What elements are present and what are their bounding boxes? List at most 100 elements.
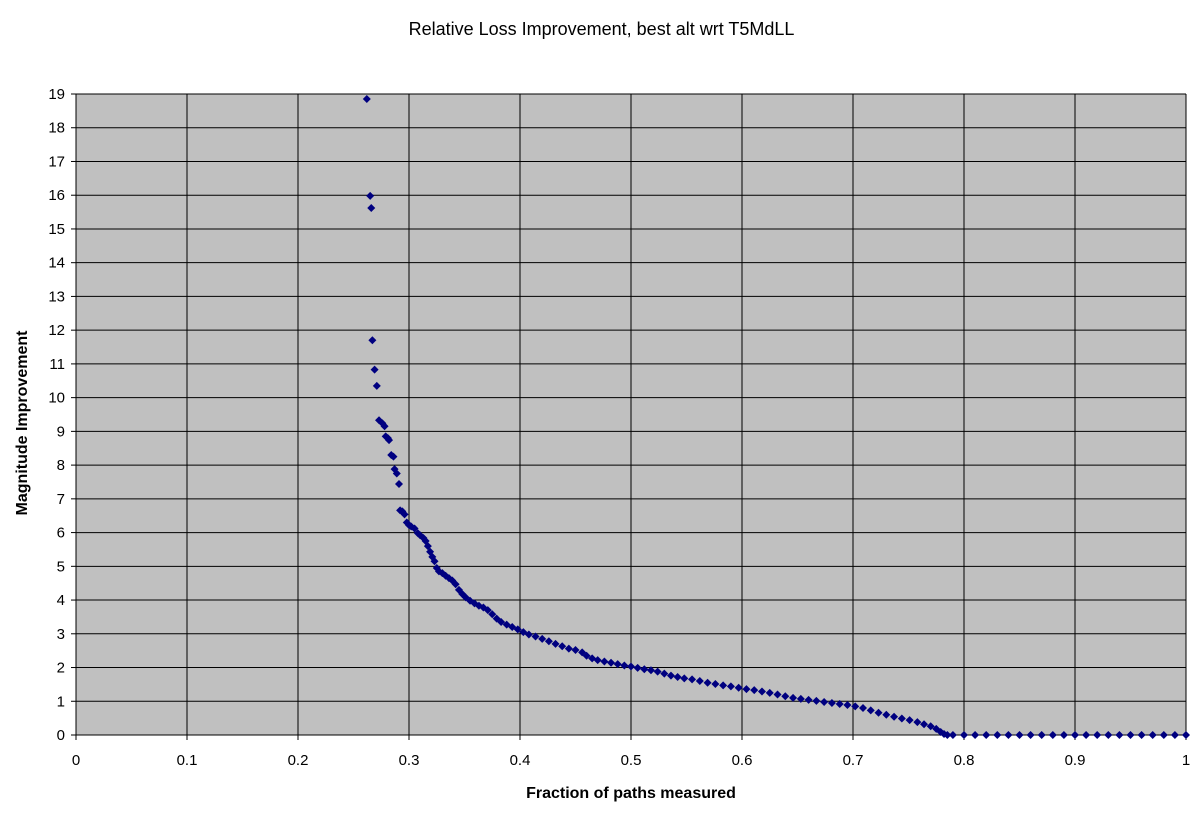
data-point xyxy=(410,524,419,533)
data-point xyxy=(613,660,622,669)
data-point xyxy=(993,731,1002,739)
y-tick-label: 7 xyxy=(57,491,65,508)
data-point xyxy=(666,671,675,680)
data-point xyxy=(1170,731,1179,739)
data-point xyxy=(600,657,609,666)
data-point xyxy=(948,731,957,739)
data-point xyxy=(943,731,952,739)
data-point xyxy=(905,716,914,725)
data-point xyxy=(627,662,635,671)
data-point xyxy=(1059,731,1068,739)
data-point xyxy=(757,687,766,696)
data-point xyxy=(524,630,533,639)
data-point xyxy=(820,697,829,706)
data-point xyxy=(367,204,376,213)
y-tick-label: 16 xyxy=(48,187,65,204)
data-point xyxy=(1015,731,1024,739)
data-point xyxy=(1159,731,1168,739)
data-point xyxy=(858,704,867,713)
y-tick-label: 10 xyxy=(48,390,65,407)
data-point xyxy=(497,617,506,626)
data-point xyxy=(1182,731,1190,739)
data-point xyxy=(620,661,629,670)
data-point xyxy=(688,675,697,684)
data-point xyxy=(372,381,381,390)
data-point xyxy=(890,712,899,721)
data-point xyxy=(1093,731,1102,739)
data-point xyxy=(913,718,922,727)
data-point xyxy=(362,95,371,104)
data-point xyxy=(1071,731,1079,739)
data-point xyxy=(843,700,852,709)
data-point xyxy=(796,694,805,703)
data-point xyxy=(571,645,580,654)
chart-title: Relative Loss Improvement, best alt wrt … xyxy=(408,19,795,39)
data-point xyxy=(926,722,935,731)
y-tick-label: 4 xyxy=(57,592,65,609)
data-point xyxy=(971,731,980,739)
data-point xyxy=(982,731,991,739)
x-tick-label: 0.8 xyxy=(954,752,975,769)
data-point xyxy=(680,674,689,683)
x-tick-label: 0.5 xyxy=(621,752,642,769)
data-point xyxy=(368,336,377,345)
data-point xyxy=(1048,731,1057,739)
data-point xyxy=(789,693,798,702)
data-point xyxy=(531,632,540,641)
data-point xyxy=(370,365,379,374)
y-tick-label: 12 xyxy=(48,322,65,339)
data-point xyxy=(960,731,968,739)
y-tick-label: 13 xyxy=(48,288,65,305)
data-point xyxy=(711,680,720,689)
y-tick-label: 14 xyxy=(48,255,65,272)
data-point xyxy=(827,698,836,707)
data-point xyxy=(593,656,602,665)
y-tick-label: 6 xyxy=(57,525,65,542)
x-tick-label: 0.3 xyxy=(399,752,420,769)
data-point xyxy=(1126,731,1135,739)
data-point xyxy=(726,682,735,691)
data-point xyxy=(385,436,394,445)
data-point xyxy=(366,191,375,200)
x-tick-label: 0.4 xyxy=(510,752,531,769)
data-point xyxy=(673,672,682,681)
x-tick-label: 0.2 xyxy=(288,752,309,769)
y-tick-label: 11 xyxy=(49,356,65,373)
data-point xyxy=(695,677,704,686)
data-point xyxy=(633,663,642,672)
data-point xyxy=(430,557,439,566)
data-point xyxy=(389,452,398,461)
data-point xyxy=(488,610,497,619)
data-point xyxy=(451,580,460,589)
data-point xyxy=(897,714,906,723)
data-point xyxy=(640,665,649,674)
data-point xyxy=(866,706,875,715)
data-point xyxy=(558,642,567,651)
data-point xyxy=(582,651,591,660)
y-tick-label: 15 xyxy=(48,221,65,238)
y-tick-label: 9 xyxy=(57,423,65,440)
x-tick-label: 0.6 xyxy=(732,752,753,769)
data-point xyxy=(551,639,560,648)
data-point xyxy=(1037,731,1046,739)
data-point xyxy=(851,702,860,711)
x-tick-label: 0.7 xyxy=(843,752,864,769)
y-tick-label: 0 xyxy=(57,727,65,744)
y-tick-label: 17 xyxy=(48,153,65,170)
y-tick-label: 5 xyxy=(57,558,65,575)
data-point xyxy=(483,606,492,615)
x-tick-label: 0.9 xyxy=(1065,752,1086,769)
data-point xyxy=(703,678,712,687)
data-point xyxy=(400,510,409,519)
x-tick-label: 0 xyxy=(72,752,80,769)
data-point xyxy=(874,708,883,717)
y-tick-label: 19 xyxy=(48,86,65,103)
data-point xyxy=(734,683,743,692)
data-point xyxy=(653,667,662,676)
data-point xyxy=(750,686,759,695)
data-point xyxy=(1004,731,1013,739)
data-point xyxy=(835,699,844,708)
data-point xyxy=(719,681,728,690)
y-tick-label: 8 xyxy=(57,457,65,474)
